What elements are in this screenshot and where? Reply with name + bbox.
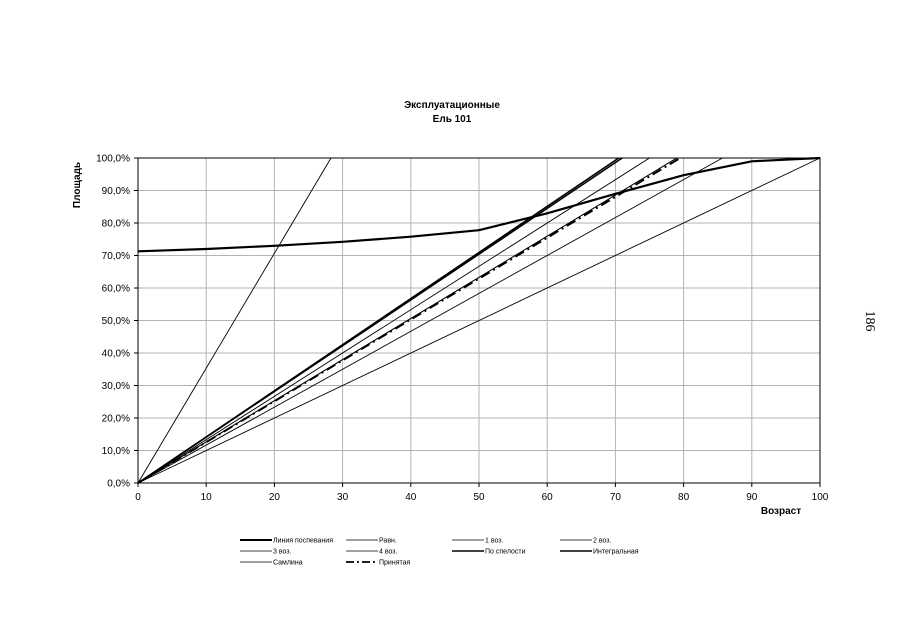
y-tick-label: 90,0% xyxy=(102,186,130,197)
x-tick-label: 100 xyxy=(812,492,829,503)
x-tick-label: 0 xyxy=(135,492,141,503)
x-tick-label: 40 xyxy=(405,492,417,503)
y-tick-label: 50,0% xyxy=(102,316,130,327)
legend-label: 1 воз. xyxy=(485,538,504,545)
legend-label: Равн. xyxy=(379,538,397,545)
legend-label: 2 воз. xyxy=(593,538,612,545)
series-line-4 xyxy=(137,157,332,484)
series-line-3 xyxy=(137,157,650,484)
legend: Линия поспевания Равн. 1 воз. 2 воз. 3 воз. 4… xyxy=(240,538,639,567)
x-tick-label: 50 xyxy=(473,492,485,503)
page-number: 186 xyxy=(862,311,877,332)
chart-title: Эксплуатационные xyxy=(404,100,500,111)
y-tick-label: 30,0% xyxy=(102,381,130,392)
series-line-7 xyxy=(137,157,620,484)
y-tick-label: 80,0% xyxy=(102,219,130,230)
x-tick-label: 30 xyxy=(337,492,349,503)
x-tick-label: 80 xyxy=(678,492,690,503)
legend-label: Линия поспевания xyxy=(273,538,333,545)
tick-labels: 0 10 20 30 40 50 60 70 80 90 100 0,0% 10,0% 20,0% 30,0… xyxy=(96,154,829,504)
x-tick-label: 60 xyxy=(542,492,554,503)
y-tick-label: 70,0% xyxy=(102,251,130,262)
x-axis-title: Возраст xyxy=(761,506,801,517)
series-line-1 xyxy=(137,157,821,484)
legend-label: По спелости xyxy=(485,549,526,556)
x-tick-label: 20 xyxy=(269,492,281,503)
legend-label: Принятая xyxy=(379,560,411,567)
series-line-0 xyxy=(137,156,821,253)
y-tick-label: 0,0% xyxy=(107,479,130,490)
x-tick-label: 90 xyxy=(746,492,758,503)
legend-label: 4 воз. xyxy=(379,549,398,556)
y-tick-label: 40,0% xyxy=(102,349,130,360)
y-tick-label: 60,0% xyxy=(102,284,130,295)
x-tick-label: 10 xyxy=(201,492,213,503)
legend-label: Самлина xyxy=(273,560,303,567)
y-tick-label: 100,0% xyxy=(96,154,130,165)
legend-label: 3 воз. xyxy=(273,549,292,556)
legend-label: Интегральная xyxy=(593,549,639,556)
series-line-2 xyxy=(137,157,723,484)
y-axis-title: Площадь xyxy=(72,162,83,208)
y-tick-label: 10,0% xyxy=(102,446,130,457)
x-tick-label: 70 xyxy=(610,492,622,503)
chart-subtitle: Ель 101 xyxy=(433,114,472,125)
series-line-9 xyxy=(137,157,681,484)
series-group xyxy=(137,156,821,484)
y-tick-label: 20,0% xyxy=(102,414,130,425)
